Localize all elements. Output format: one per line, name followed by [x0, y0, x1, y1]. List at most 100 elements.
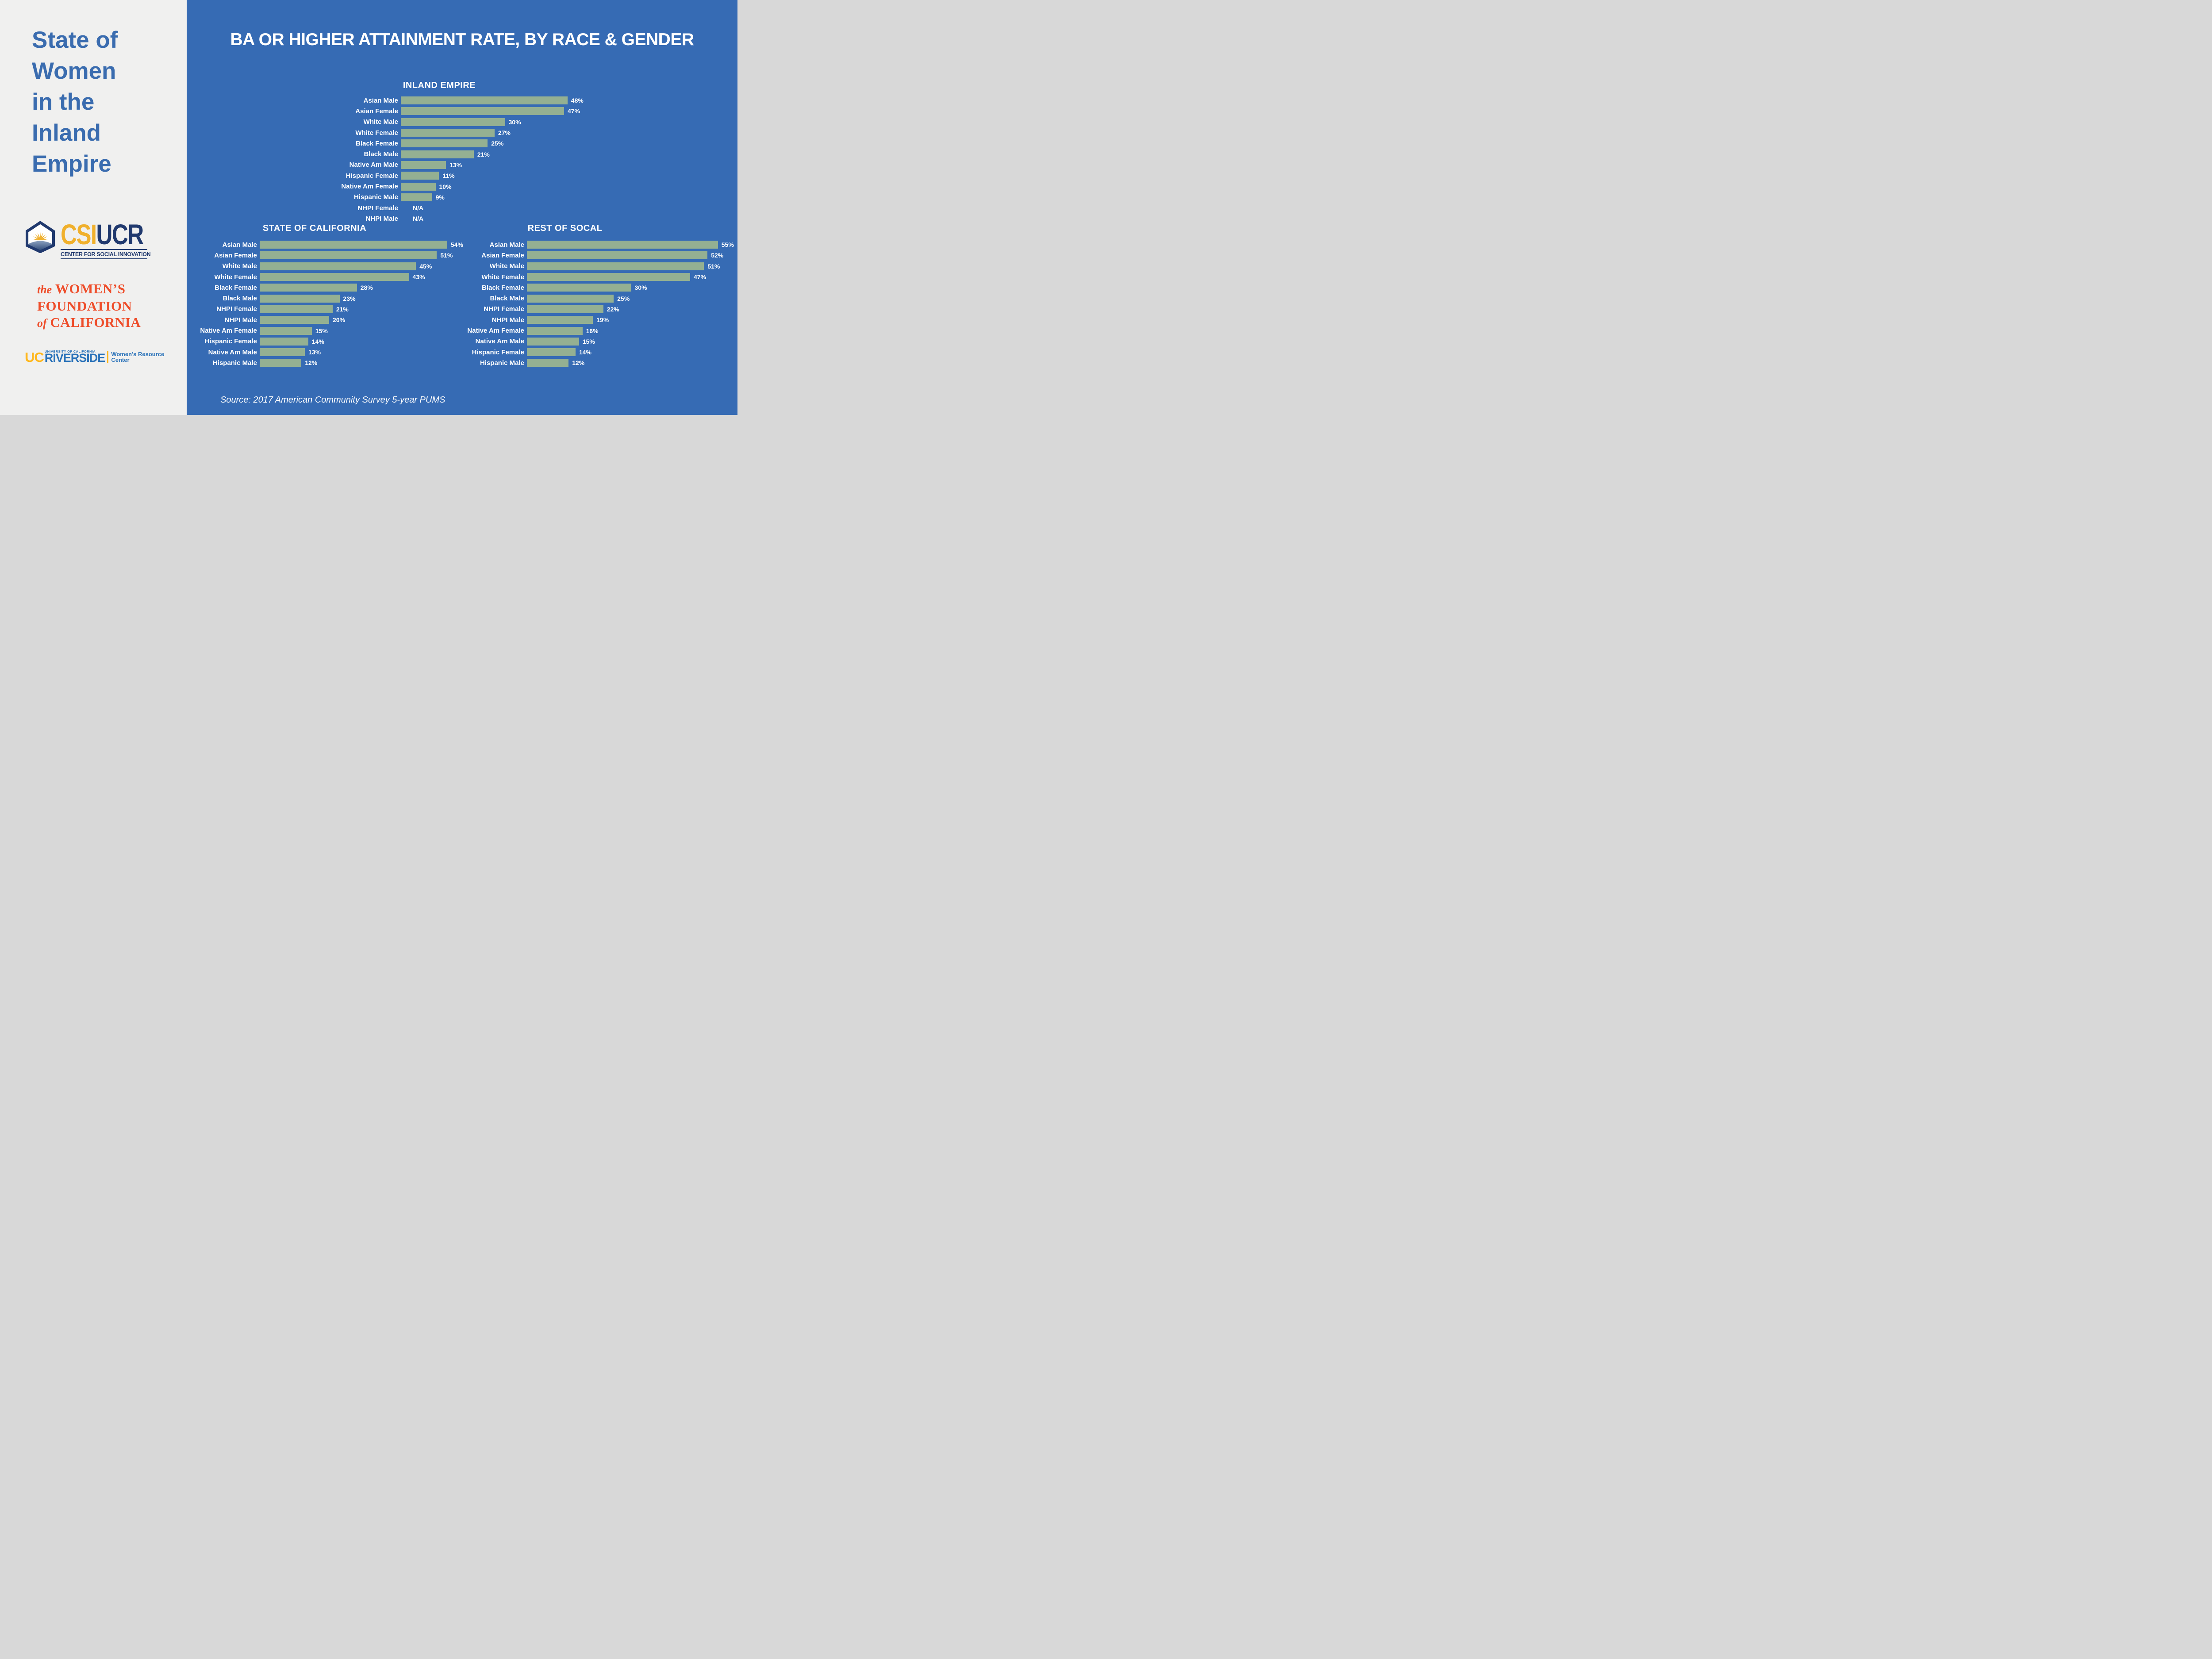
bar [401, 96, 568, 105]
chart-row: NHPI Male 20% [198, 315, 485, 325]
bar-track: 54% [260, 239, 485, 250]
category-label: Asian Female [214, 251, 257, 259]
bar-track: 15% [527, 336, 737, 347]
ucr-wordmark: UNIVERSITY OF CALIFORNIA RIVERSIDE [44, 349, 106, 365]
category-label: Asian Male [363, 96, 398, 104]
university-of-california-text: UNIVERSITY OF CALIFORNIA [44, 349, 96, 353]
bar-track: 45% [260, 261, 485, 272]
category-label: NHPI Female [484, 305, 524, 313]
bar-track: 12% [527, 357, 737, 368]
bar [527, 348, 576, 357]
bar [401, 182, 436, 191]
value-label: 22% [607, 305, 619, 313]
bar-track: 20% [260, 315, 485, 325]
ucr-wrc-logo: UC UNIVERSITY OF CALIFORNIA RIVERSIDE Wo… [25, 349, 164, 365]
wf-the: the [37, 283, 52, 296]
chart-row: Hispanic Female 14% [465, 347, 737, 357]
bar-track: 16% [527, 325, 737, 336]
category-label: Native Am Male [208, 348, 257, 356]
value-label: 47% [693, 273, 706, 281]
category-label: White Male [489, 262, 524, 270]
bar [260, 284, 357, 292]
gold-divider [107, 351, 109, 363]
value-label: 11% [442, 172, 455, 180]
bar [401, 139, 488, 148]
report-title-line: State of [32, 27, 118, 53]
category-label: Asian Female [481, 251, 524, 259]
category-label: Hispanic Male [353, 193, 398, 201]
category-label: Black Male [223, 295, 257, 303]
bar [527, 241, 718, 249]
bar [527, 359, 569, 367]
bar [401, 193, 432, 201]
category-label: Hispanic Female [204, 338, 257, 346]
value-label: 14% [579, 349, 591, 356]
category-label: NHPI Male [492, 316, 524, 324]
bar [527, 294, 614, 303]
chart-rest-of-socal: Asian Male 55% Asian Female 52% White Male 51… [465, 239, 737, 369]
bar-track: 25% [527, 293, 737, 303]
value-label: 25% [617, 295, 630, 302]
bar-track: 15% [260, 325, 485, 336]
category-label: White Female [481, 273, 524, 281]
value-label: 13% [449, 161, 462, 169]
womens-resource-center-text: Women’s Resource Center [111, 351, 164, 363]
category-label: Native Am Female [200, 327, 257, 335]
value-label: 9% [435, 193, 445, 201]
chart-state-of-california: Asian Male 54% Asian Female 51% White Male 45… [198, 239, 485, 369]
category-label: NHPI Female [357, 204, 398, 212]
category-label: Black Male [364, 150, 398, 158]
report-title-line: Women [32, 58, 116, 84]
chart-row: Hispanic Female 14% [198, 336, 485, 347]
value-label: N/A [413, 215, 424, 223]
chart-row: Native Am Male 13% [339, 160, 631, 170]
bar-track: 10% [401, 181, 631, 192]
wrc-line-1: Women’s Resource [111, 351, 165, 357]
chart-row: Black Female 30% [465, 282, 737, 293]
bar [401, 172, 439, 180]
bar [527, 262, 704, 270]
bar [260, 348, 305, 357]
bar-track: 19% [527, 315, 737, 325]
bar-track: 14% [527, 347, 737, 357]
bar [260, 273, 409, 281]
riverside-text: RIVERSIDE [44, 351, 106, 365]
chart-row: Native Am Female 10% [339, 181, 631, 192]
category-label: NHPI Female [216, 305, 257, 313]
chart-row: Asian Male 48% [339, 95, 631, 106]
category-label: White Female [355, 129, 398, 137]
category-label: Hispanic Male [480, 359, 524, 367]
womens-foundation-logo: the WOMEN’S FOUNDATION of CALIFORNIA [37, 280, 141, 331]
value-label: 54% [450, 241, 463, 249]
category-label: Hispanic Female [346, 172, 398, 180]
value-label: 51% [707, 262, 720, 270]
wf-of: of [37, 317, 47, 330]
chart-row: Asian Female 52% [465, 250, 737, 261]
bar [527, 326, 583, 335]
category-label: Black Female [215, 284, 257, 292]
value-label: 15% [582, 338, 595, 345]
report-title: State of Women in the Inland Empire [32, 25, 118, 180]
chart-row: Hispanic Male 12% [198, 357, 485, 368]
value-label: 52% [711, 252, 724, 259]
category-label: NHPI Male [365, 215, 398, 223]
category-label: Asian Female [355, 107, 398, 115]
chart-row: Asian Female 47% [339, 106, 631, 116]
value-label: 20% [333, 316, 346, 324]
chart-row: Asian Male 55% [465, 239, 737, 250]
category-label: White Male [222, 262, 257, 270]
wf-california: CALIFORNIA [50, 315, 141, 330]
csi-subtitle: CENTER FOR SOCIAL INNOVATION [61, 249, 151, 259]
chart-row: NHPI Male N/A [339, 213, 631, 224]
chart-inland-empire: Asian Male 48% Asian Female 47% White Male 30… [339, 95, 631, 224]
value-label: 30% [634, 284, 647, 292]
value-label: 21% [336, 305, 349, 313]
wf-line-3: of CALIFORNIA [37, 314, 141, 331]
value-label: 51% [440, 252, 453, 259]
category-label: Native Am Male [475, 338, 524, 346]
bar-track: 22% [527, 304, 737, 315]
value-label: 43% [412, 273, 425, 281]
value-label: 47% [567, 108, 580, 115]
value-label: 14% [311, 338, 324, 345]
bar [260, 316, 329, 324]
